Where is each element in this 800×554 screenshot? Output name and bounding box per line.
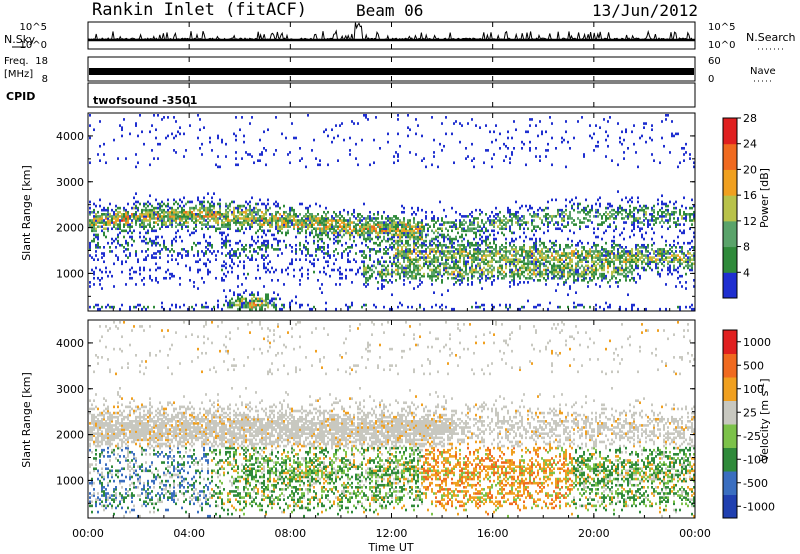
y-tick-label: 1000 bbox=[56, 267, 84, 280]
colorbar-tick-label: -500 bbox=[743, 477, 768, 490]
cpid-label: CPID bbox=[6, 90, 35, 103]
velocity-colorbar-label: Velocity [m s-1] bbox=[757, 378, 771, 461]
freq-trace bbox=[89, 68, 694, 75]
colorbar-swatch bbox=[723, 330, 737, 354]
colorbar-tick-label: 12 bbox=[743, 215, 757, 228]
y-tick-label: 4000 bbox=[56, 130, 84, 143]
time-x-axis: 00:00 04:00 08:00 12:00 16:00 20:00 00:00 bbox=[72, 22, 711, 540]
freq-tick-bottom: 8 bbox=[42, 74, 48, 85]
colorbar-tick-label: -25 bbox=[743, 430, 761, 443]
nave-label: Nave bbox=[750, 66, 776, 77]
colorbar-swatch bbox=[723, 353, 737, 378]
nsky-label: N.Sky bbox=[4, 33, 36, 46]
colorbar-tick-label: 1000 bbox=[743, 336, 771, 349]
x-tick-label: 16:00 bbox=[477, 527, 509, 540]
freq-tick-top: 18 bbox=[35, 56, 48, 67]
nave-tick-bottom: 0 bbox=[708, 74, 714, 85]
colorbar-swatch bbox=[723, 246, 737, 273]
colorbar-tick-label: 4 bbox=[743, 266, 750, 279]
colorbar-swatch bbox=[723, 195, 737, 222]
colorbar-swatch bbox=[723, 220, 737, 248]
x-axis-label: Time UT bbox=[367, 541, 413, 554]
x-tick-label: 12:00 bbox=[376, 527, 408, 540]
x-tick-label: 20:00 bbox=[578, 527, 610, 540]
colorbar-tick-label: -100 bbox=[743, 453, 768, 466]
x-tick-label: 00:00 bbox=[72, 527, 104, 540]
velocity-y-label: Slant Range [km] bbox=[20, 372, 33, 468]
colorbar-swatch bbox=[723, 424, 737, 448]
power-colorbar-label: Power [dB] bbox=[758, 168, 771, 228]
power-y-axis: 1000 2000 3000 4000 bbox=[56, 130, 695, 297]
colorbar-tick-label: 8 bbox=[743, 241, 750, 254]
colorbar-tick-label: 100 bbox=[743, 383, 764, 396]
x-tick-label: 08:00 bbox=[274, 527, 306, 540]
colorbar-swatch bbox=[723, 494, 737, 519]
beam-title: Beam 06 bbox=[356, 1, 423, 20]
nave-tick-top: 60 bbox=[708, 56, 721, 67]
colorbar-tick-label: 28 bbox=[743, 112, 757, 125]
date-title: 13/Jun/2012 bbox=[592, 1, 698, 20]
colorbar-tick-label: 16 bbox=[743, 189, 757, 202]
station-title: Rankin Inlet (fitACF) bbox=[92, 0, 307, 20]
colorbar-tick-label: -1000 bbox=[743, 500, 775, 513]
nsky-tick-bottom: 10^0 bbox=[20, 40, 47, 51]
y-tick-label: 2000 bbox=[56, 429, 84, 442]
colorbar-swatch bbox=[723, 400, 737, 425]
colorbar-swatch bbox=[723, 447, 737, 472]
velocity-heatmap bbox=[89, 321, 695, 518]
y-tick-label: 2000 bbox=[56, 222, 84, 235]
nsearch-label: N.Search bbox=[746, 31, 796, 44]
colorbar-tick-label: 20 bbox=[743, 163, 757, 176]
y-tick-label: 1000 bbox=[56, 474, 84, 487]
power-colorbar: 4 8 12 16 20 24 28 bbox=[722, 112, 757, 299]
colorbar-tick-label: 25 bbox=[743, 406, 757, 419]
velocity-y-axis: 1000 2000 3000 4000 bbox=[56, 337, 695, 504]
cpid-value: twofsound -3501 bbox=[93, 94, 197, 107]
freq-label-2: [MHz] bbox=[4, 69, 33, 80]
colorbar-swatch bbox=[723, 169, 737, 196]
velocity-colorbar: 1000 500 100 25 -25 -100 -500 -1000 bbox=[722, 329, 775, 519]
colorbar-tick-label: 24 bbox=[743, 138, 757, 151]
colorbar-swatch bbox=[723, 143, 737, 170]
nsky-trace bbox=[87, 22, 695, 42]
colorbar-swatch bbox=[723, 118, 737, 145]
colorbar-swatch bbox=[723, 471, 737, 495]
colorbar-tick-label: 500 bbox=[743, 359, 764, 372]
nsearch-tick-top: 10^5 bbox=[708, 22, 735, 33]
y-tick-label: 4000 bbox=[56, 337, 84, 350]
y-tick-label: 3000 bbox=[56, 383, 84, 396]
x-tick-label: 04:00 bbox=[173, 527, 205, 540]
x-tick-label: 00:00 bbox=[679, 527, 711, 540]
nsearch-tick-bottom: 10^0 bbox=[708, 40, 735, 51]
colorbar-swatch bbox=[723, 377, 737, 401]
power-heatmap bbox=[89, 114, 695, 311]
power-y-label: Slant Range [km] bbox=[20, 165, 33, 261]
colorbar-swatch bbox=[723, 272, 737, 299]
y-tick-label: 3000 bbox=[56, 176, 84, 189]
nsky-tick-top: 10^5 bbox=[20, 22, 47, 33]
freq-label-1: Freq. bbox=[4, 56, 29, 67]
